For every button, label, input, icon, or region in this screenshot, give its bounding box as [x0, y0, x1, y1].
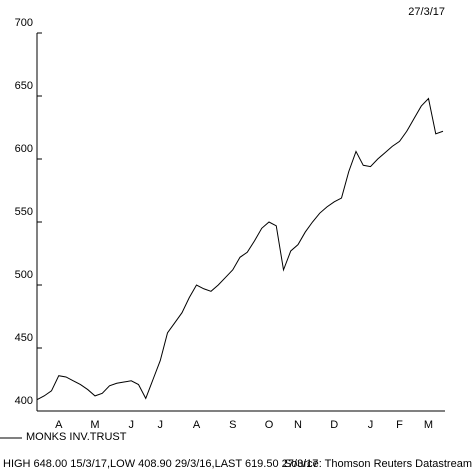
x-tick-label: A	[193, 419, 201, 431]
x-tick-label: O	[265, 419, 274, 431]
x-tick-label: F	[396, 419, 403, 431]
x-tick-label: S	[229, 419, 236, 431]
y-tick-label: 450	[15, 332, 33, 344]
y-tick-label: 700	[15, 17, 33, 29]
x-tick-label: J	[158, 419, 164, 431]
footer-note: HIGH 648.00 15/3/17,LOW 408.90 29/3/16,L…	[3, 458, 318, 470]
x-tick-label: D	[330, 419, 338, 431]
x-tick-label: J	[129, 419, 135, 431]
x-tick-label: A	[55, 419, 63, 431]
series-line	[36, 97, 444, 401]
legend-label: MONKS INV.TRUST	[26, 431, 127, 443]
x-tick-label: M	[424, 419, 433, 431]
chart-date: 27/3/17	[408, 6, 445, 18]
y-tick-label: 600	[15, 143, 33, 155]
source: Source: Thomson Reuters Datastream	[284, 458, 472, 470]
x-tick-label: N	[294, 419, 302, 431]
y-tick-label: 650	[15, 80, 33, 92]
y-tick-label: 400	[15, 395, 33, 407]
x-tick-label: M	[90, 419, 99, 431]
x-tick-label: J	[368, 419, 374, 431]
y-tick-label: 550	[15, 206, 33, 218]
y-tick-label: 500	[15, 269, 33, 281]
